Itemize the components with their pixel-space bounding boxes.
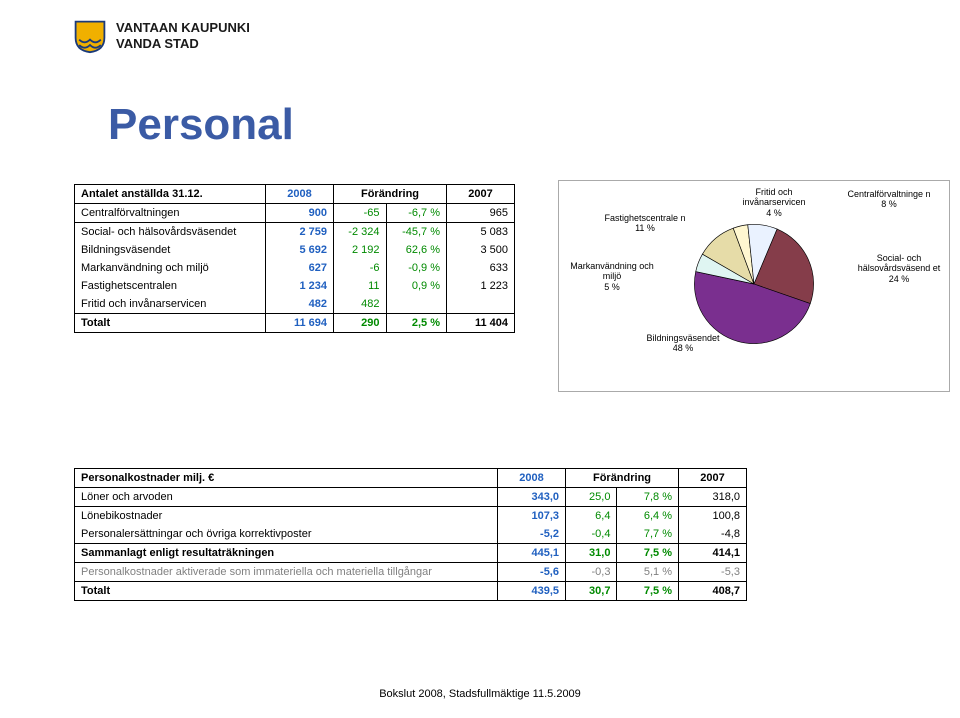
- t1-row-2007: 5 083: [447, 223, 515, 242]
- t2-row-2007: 318,0: [679, 488, 747, 507]
- t2-row-pct: 5,1 %: [617, 563, 679, 582]
- pie-label-mark: Markanvändning och miljö5 %: [569, 261, 655, 292]
- t1-total-2007: 11 404: [447, 314, 515, 333]
- t1-row-2007: 1 223: [447, 277, 515, 295]
- header-text: VANTAAN KAUPUNKI VANDA STAD: [116, 20, 250, 53]
- t2-row-2007: -4,8: [679, 525, 747, 544]
- t1-row-2008: 627: [266, 259, 334, 277]
- t1-total-pct: 2,5 %: [386, 314, 447, 333]
- t1-head-2007: 2007: [447, 185, 515, 204]
- t1-row-pct: [386, 295, 447, 314]
- personnel-cost-table: Personalkostnader milj. € 2008 Förändrin…: [74, 468, 747, 601]
- t2-row-2008: -5,2: [498, 525, 566, 544]
- t1-head-label: Antalet anställda 31.12.: [75, 185, 266, 204]
- city-shield-icon: [72, 18, 108, 54]
- t1-row-2007: [447, 295, 515, 314]
- t1-row-diff: -2 324: [334, 223, 387, 242]
- t1-row-diff: -6: [334, 259, 387, 277]
- pie-label-fastighet: Fastighetscentrale n11 %: [595, 213, 695, 234]
- t1-row-pct: -0,9 %: [386, 259, 447, 277]
- t1-row-pct: -6,7 %: [386, 204, 447, 223]
- pie-label-central: Centralförvaltninge n8 %: [839, 189, 939, 210]
- t2-total-2007: 408,7: [679, 582, 747, 601]
- t1-row-label: Social- och hälsovårdsväsendet: [75, 223, 266, 242]
- t2-row-2008: 343,0: [498, 488, 566, 507]
- t2-row-2008: -5,6: [498, 563, 566, 582]
- t1-head-change: Förändring: [334, 185, 447, 204]
- t2-row-label: Sammanlagt enligt resultaträkningen: [75, 544, 498, 563]
- t2-row-diff: -0,4: [566, 525, 617, 544]
- t1-head-2008: 2008: [266, 185, 334, 204]
- t2-row-label: Lönebikostnader: [75, 507, 498, 526]
- t2-head-label: Personalkostnader milj. €: [75, 469, 498, 488]
- footer-text: Bokslut 2008, Stadsfullmäktige 11.5.2009: [0, 688, 960, 700]
- t2-head-change: Förändring: [566, 469, 679, 488]
- t1-row-diff: 482: [334, 295, 387, 314]
- pie-label-bildning: Bildningsväsendet48 %: [623, 333, 743, 354]
- t1-row-label: Markanvändning och miljö: [75, 259, 266, 277]
- t2-row-diff: -0,3: [566, 563, 617, 582]
- t2-row-2008: 107,3: [498, 507, 566, 526]
- employee-count-table: Antalet anställda 31.12. 2008 Förändring…: [74, 184, 515, 333]
- t2-row-2007: 100,8: [679, 507, 747, 526]
- t1-row-label: Bildningsväsendet: [75, 241, 266, 259]
- t1-row-pct: -45,7 %: [386, 223, 447, 242]
- employee-share-pie: Bildningsväsendet48 % Social- och hälsov…: [558, 180, 950, 392]
- t2-row-2007: -5,3: [679, 563, 747, 582]
- pie-chart-icon: [689, 219, 819, 349]
- t2-row-2007: 414,1: [679, 544, 747, 563]
- t2-total-2008: 439,5: [498, 582, 566, 601]
- t2-row-pct: 7,7 %: [617, 525, 679, 544]
- t2-row-pct: 7,5 %: [617, 544, 679, 563]
- t2-row-pct: 7,8 %: [617, 488, 679, 507]
- t2-head-2007: 2007: [679, 469, 747, 488]
- t2-row-label: Personalkostnader aktiverade som immater…: [75, 563, 498, 582]
- t1-row-label: Fastighetscentralen: [75, 277, 266, 295]
- t1-row-diff: 11: [334, 277, 387, 295]
- t1-total-label: Totalt: [75, 314, 266, 333]
- t2-total-pct: 7,5 %: [617, 582, 679, 601]
- t2-row-label: Löner och arvoden: [75, 488, 498, 507]
- t1-row-2008: 900: [266, 204, 334, 223]
- t2-row-label: Personalersättningar och övriga korrekti…: [75, 525, 498, 544]
- t1-total-2008: 11 694: [266, 314, 334, 333]
- pie-label-fritid: Fritid och invånarservicen4 %: [729, 187, 819, 218]
- t1-row-2008: 482: [266, 295, 334, 314]
- t2-row-2008: 445,1: [498, 544, 566, 563]
- page-header: VANTAAN KAUPUNKI VANDA STAD: [72, 18, 250, 54]
- t1-total-diff: 290: [334, 314, 387, 333]
- t2-row-diff: 25,0: [566, 488, 617, 507]
- t2-row-diff: 6,4: [566, 507, 617, 526]
- t1-row-2008: 2 759: [266, 223, 334, 242]
- t1-row-diff: 2 192: [334, 241, 387, 259]
- t1-row-2007: 633: [447, 259, 515, 277]
- pie-label-social: Social- och hälsovårdsväsend et24 %: [855, 253, 943, 284]
- t1-row-2007: 3 500: [447, 241, 515, 259]
- t1-row-pct: 0,9 %: [386, 277, 447, 295]
- t1-row-2008: 1 234: [266, 277, 334, 295]
- header-line-1: VANTAAN KAUPUNKI: [116, 20, 250, 36]
- page-title: Personal: [108, 100, 294, 150]
- t1-row-2008: 5 692: [266, 241, 334, 259]
- t2-head-2008: 2008: [498, 469, 566, 488]
- t2-total-diff: 30,7: [566, 582, 617, 601]
- t2-row-pct: 6,4 %: [617, 507, 679, 526]
- t1-row-label: Fritid och invånarservicen: [75, 295, 266, 314]
- header-line-2: VANDA STAD: [116, 36, 250, 52]
- t2-total-label: Totalt: [75, 582, 498, 601]
- t1-row-label: Centralförvaltningen: [75, 204, 266, 223]
- t1-row-2007: 965: [447, 204, 515, 223]
- t1-row-diff: -65: [334, 204, 387, 223]
- t2-row-diff: 31,0: [566, 544, 617, 563]
- t1-row-pct: 62,6 %: [386, 241, 447, 259]
